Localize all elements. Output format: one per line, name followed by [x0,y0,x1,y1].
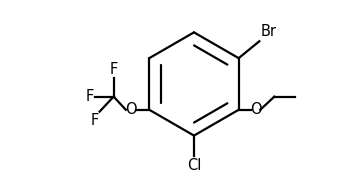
Text: Cl: Cl [187,158,201,173]
Text: Br: Br [260,24,276,39]
Text: F: F [86,89,94,104]
Text: O: O [250,102,261,117]
Text: O: O [125,102,136,117]
Text: F: F [90,113,99,128]
Text: F: F [110,62,118,77]
